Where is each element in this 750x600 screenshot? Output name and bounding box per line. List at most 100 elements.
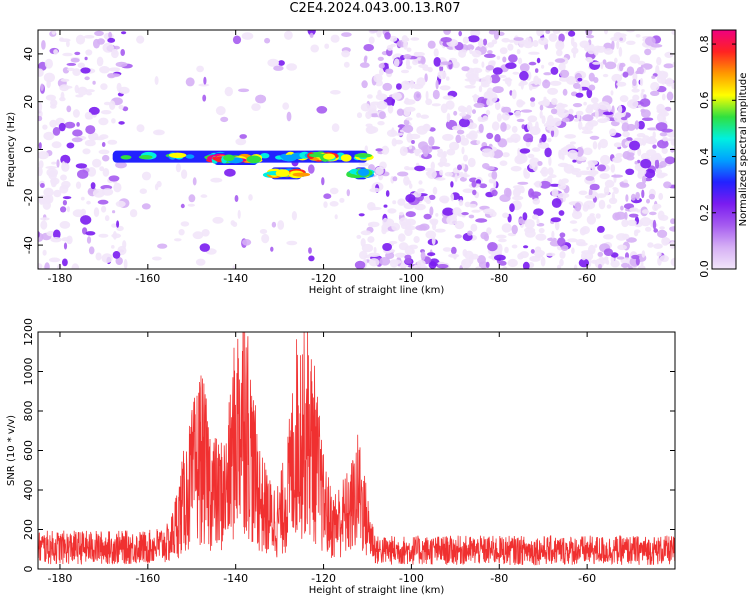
noise-blob — [559, 251, 566, 259]
noise-blob — [507, 258, 518, 268]
noise-blob — [604, 30, 608, 35]
noise-blob — [603, 234, 614, 240]
noise-blob — [136, 35, 145, 44]
noise-blob — [629, 140, 640, 151]
noise-blob — [339, 197, 345, 203]
noise-blob — [389, 35, 398, 42]
noise-blob — [416, 112, 422, 118]
noise-blob — [558, 152, 565, 160]
noise-blob — [121, 31, 127, 35]
noise-blob — [397, 171, 409, 177]
noise-blob — [454, 173, 458, 183]
noise-blob — [510, 165, 522, 172]
noise-blob — [394, 139, 404, 145]
noise-blob — [458, 118, 470, 128]
noise-blob — [455, 134, 462, 144]
noise-blob — [475, 179, 482, 185]
noise-blob — [643, 94, 647, 99]
noise-blob — [92, 80, 96, 85]
noise-blob — [84, 139, 96, 147]
noise-blob — [83, 35, 95, 39]
noise-blob — [48, 257, 61, 263]
noise-blob — [99, 66, 110, 74]
noise-blob — [202, 94, 207, 102]
noise-blob — [454, 220, 465, 230]
noise-blob — [469, 203, 477, 208]
noise-blob — [626, 66, 635, 76]
noise-blob — [567, 238, 578, 243]
noise-blob — [631, 88, 640, 93]
noise-blob — [598, 199, 606, 210]
signal-blob — [323, 153, 335, 160]
noise-blob — [577, 77, 583, 82]
noise-blob — [368, 30, 377, 34]
noise-blob — [581, 130, 593, 134]
noise-blob — [321, 177, 325, 186]
noise-blob — [387, 208, 397, 214]
noise-blob — [404, 258, 412, 264]
noise-blob — [330, 90, 341, 95]
noise-blob — [413, 148, 423, 154]
noise-blob — [120, 49, 125, 56]
noise-blob — [433, 57, 441, 67]
noise-blob — [403, 119, 410, 126]
noise-blob — [560, 244, 569, 251]
noise-blob — [56, 159, 60, 168]
snr-ytick-label: 0 — [22, 566, 35, 573]
noise-blob — [564, 134, 577, 139]
noise-blob — [468, 214, 475, 219]
noise-blob — [588, 72, 595, 82]
noise-blob — [524, 229, 536, 238]
noise-blob — [392, 200, 397, 205]
noise-blob — [446, 112, 451, 123]
noise-blob — [499, 160, 508, 166]
noise-blob — [523, 133, 534, 143]
noise-blob — [43, 72, 56, 83]
noise-blob — [461, 212, 469, 216]
noise-blob — [586, 88, 593, 99]
noise-blob — [402, 124, 414, 133]
noise-blob — [38, 102, 43, 112]
noise-blob — [115, 200, 126, 208]
noise-blob — [101, 205, 107, 213]
noise-blob — [551, 230, 555, 239]
noise-blob — [472, 189, 477, 196]
noise-blob — [38, 68, 44, 77]
noise-blob — [51, 141, 62, 149]
noise-blob — [154, 76, 159, 85]
noise-blob — [284, 30, 293, 40]
noise-blob — [607, 104, 611, 113]
noise-blob — [600, 154, 611, 165]
noise-blob — [472, 109, 476, 114]
noise-blob — [38, 142, 42, 150]
noise-blob — [385, 190, 390, 197]
noise-blob — [108, 31, 112, 39]
noise-blob — [200, 194, 208, 198]
heatmap-xtick-label: -160 — [135, 272, 160, 285]
noise-blob — [359, 250, 368, 260]
heatmap-xtick-label: -120 — [311, 272, 336, 285]
noise-blob — [649, 211, 657, 216]
noise-blob — [586, 215, 597, 225]
noise-blob — [591, 102, 601, 111]
noise-blob — [501, 223, 512, 233]
noise-blob — [394, 252, 407, 258]
noise-blob — [492, 179, 497, 189]
noise-blob — [50, 104, 57, 109]
noise-blob — [61, 161, 66, 171]
noise-blob — [551, 98, 558, 105]
noise-blob — [548, 156, 552, 166]
noise-blob — [533, 75, 540, 86]
signal-blob — [260, 153, 270, 159]
noise-blob — [551, 117, 562, 127]
noise-blob — [512, 185, 524, 190]
noise-blob — [587, 169, 599, 176]
noise-blob — [551, 198, 562, 208]
noise-blob — [102, 42, 114, 53]
noise-blob — [118, 104, 124, 110]
noise-blob — [400, 262, 406, 269]
noise-blob — [111, 245, 115, 249]
noise-blob — [632, 71, 638, 82]
noise-blob — [70, 58, 80, 63]
noise-blob — [45, 166, 57, 169]
